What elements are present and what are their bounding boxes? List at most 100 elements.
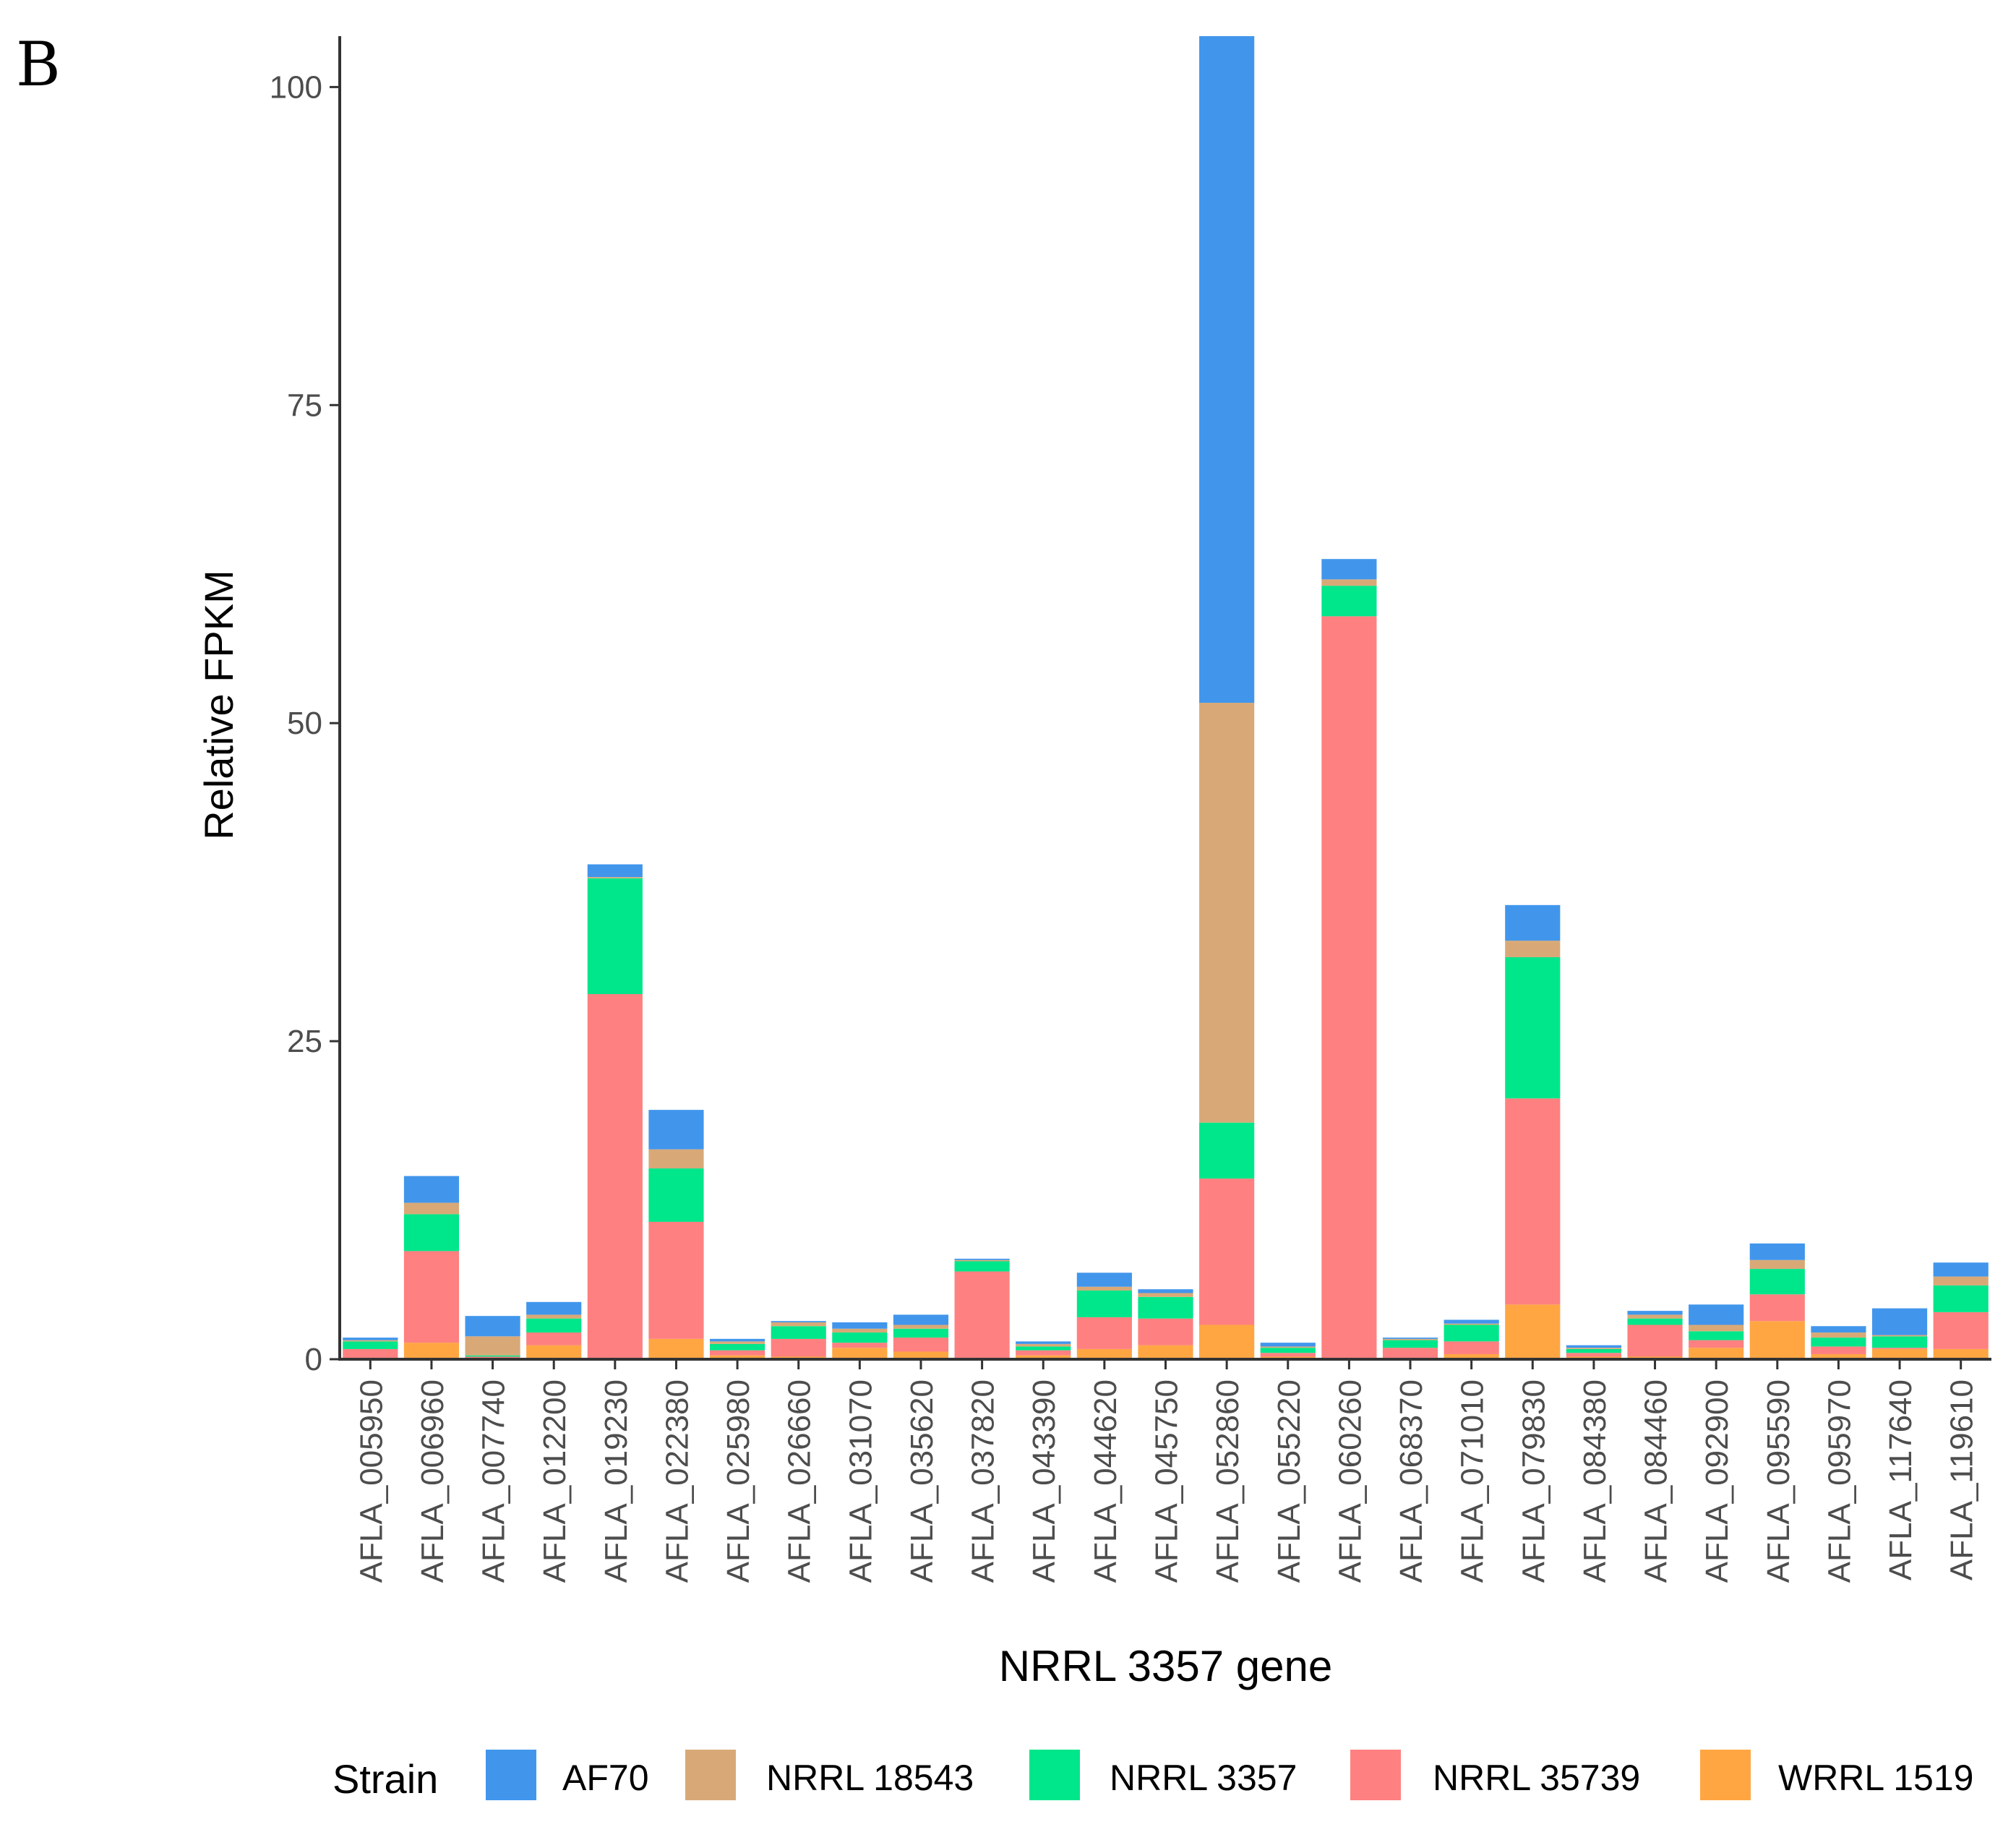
x-tick-label: AFLA_019230 — [599, 1379, 634, 1583]
bar-segment-afla-005950-nrrl-35739 — [343, 1348, 398, 1359]
x-axis-label: NRRL 3357 gene — [999, 1642, 1332, 1690]
bar-segment-afla-025980-nrrl-3357 — [710, 1343, 765, 1351]
bar-segment-afla-060260-nrrl-18543 — [1321, 579, 1377, 586]
bar-segment-afla-043390-af70 — [1016, 1341, 1071, 1344]
bar-segment-afla-026660-nrrl-35739 — [771, 1338, 826, 1357]
bar-segment-afla-007740-af70 — [465, 1316, 520, 1337]
bar-segment-afla-068370-af70 — [1382, 1338, 1438, 1339]
bar-segment-afla-025980-nrrl-18543 — [710, 1341, 765, 1344]
bar-segment-afla-019230-nrrl-35739 — [587, 993, 643, 1359]
bar-segment-afla-006960-nrrl-35739 — [403, 1251, 460, 1343]
bar-segment-afla-005950-nrrl-3357 — [343, 1341, 398, 1349]
bar-segment-afla-022380-wrrl-1519 — [648, 1338, 704, 1359]
bar-segment-afla-026660-nrrl-3357 — [771, 1326, 826, 1339]
bar-segment-afla-092900-nrrl-3357 — [1689, 1331, 1744, 1340]
bar-segment-afla-037820-af70 — [954, 1258, 1010, 1260]
x-tick-label: AFLA_045750 — [1149, 1379, 1185, 1583]
x-tick-label: AFLA_055220 — [1271, 1379, 1307, 1583]
bar-segment-afla-035620-wrrl-1519 — [893, 1351, 949, 1359]
bar-segment-afla-095970-nrrl-3357 — [1811, 1338, 1866, 1347]
bar-segment-afla-025980-nrrl-35739 — [710, 1350, 765, 1356]
bar-segment-afla-092900-wrrl-1519 — [1689, 1348, 1744, 1359]
bar-segment-afla-052860-nrrl-35739 — [1199, 1178, 1255, 1325]
legend-swatch-nrrl-3357 — [1029, 1750, 1080, 1800]
x-tick-label: AFLA_026660 — [782, 1379, 818, 1583]
x-tick-label: AFLA_084380 — [1577, 1379, 1613, 1583]
y-tick-label: 75 — [287, 388, 322, 423]
x-ticks: AFLA_005950 AFLA_006960 AFLA_007740 AFLA_01… — [353, 1359, 1980, 1583]
bar-segment-afla-052860-nrrl-18543 — [1199, 703, 1255, 1123]
x-tick-label: AFLA_052860 — [1210, 1379, 1245, 1583]
bar-segment-afla-031070-nrrl-35739 — [832, 1343, 888, 1348]
bar-segment-afla-095590-nrrl-3357 — [1749, 1269, 1805, 1295]
y-tick-label: 0 — [305, 1342, 322, 1377]
bar-segment-afla-055220-nrrl-3357 — [1260, 1348, 1316, 1353]
legend-swatch-wrrl-1519 — [1700, 1750, 1751, 1800]
legend-swatch-nrrl-18543 — [685, 1750, 736, 1800]
bar-segment-afla-119610-nrrl-3357 — [1933, 1285, 1989, 1312]
bar-segment-afla-052860-af70 — [1199, 36, 1255, 703]
bar-segment-afla-117640-nrrl-35739 — [1871, 1348, 1928, 1349]
legend: Strain AF70 NRRL 18543 NRRL 3357 NRRL 35739… — [333, 1750, 1973, 1802]
bar-segment-afla-044620-nrrl-35739 — [1076, 1317, 1132, 1349]
bar-segment-afla-117640-wrrl-1519 — [1871, 1348, 1928, 1359]
bar-segment-afla-045750-nrrl-35739 — [1138, 1318, 1193, 1345]
bar-segment-afla-035620-nrrl-3357 — [893, 1328, 949, 1338]
bar-segment-afla-045750-nrrl-18543 — [1138, 1293, 1193, 1297]
bar-segment-afla-095970-nrrl-18543 — [1811, 1332, 1866, 1338]
x-tick-label: AFLA_035620 — [904, 1379, 940, 1583]
bar-segment-afla-019230-nrrl-18543 — [587, 877, 643, 878]
bar-segment-afla-037820-nrrl-35739 — [954, 1271, 1010, 1359]
bar-segment-afla-031070-nrrl-18543 — [832, 1328, 888, 1333]
bar-segment-afla-031070-nrrl-3357 — [832, 1332, 888, 1343]
bar-segment-afla-045750-af70 — [1138, 1289, 1193, 1293]
bar-segment-afla-019230-nrrl-3357 — [587, 878, 643, 994]
legend-swatch-af70 — [486, 1750, 536, 1800]
bar-segment-afla-052860-nrrl-3357 — [1199, 1122, 1255, 1179]
bar-segment-afla-079830-nrrl-18543 — [1505, 941, 1561, 957]
bar-segment-afla-006960-wrrl-1519 — [403, 1343, 460, 1360]
bar-segment-afla-007740-nrrl-3357 — [465, 1355, 520, 1357]
y-tick-label: 25 — [287, 1024, 322, 1059]
bar-segment-afla-012200-nrrl-18543 — [526, 1314, 582, 1319]
bar-segment-afla-084380-nrrl-35739 — [1566, 1353, 1621, 1357]
bar-segment-afla-045750-wrrl-1519 — [1138, 1345, 1193, 1359]
bar-segment-afla-084380-nrrl-3357 — [1566, 1348, 1621, 1353]
bar-segment-afla-117640-af70 — [1871, 1308, 1928, 1335]
bar-segment-afla-035620-nrrl-18543 — [893, 1325, 949, 1329]
bar-segment-afla-119610-af70 — [1933, 1262, 1989, 1277]
bar-segment-afla-084460-nrrl-18543 — [1627, 1314, 1683, 1319]
bar-segment-afla-068370-nrrl-3357 — [1382, 1340, 1438, 1348]
x-tick-label: AFLA_068370 — [1394, 1379, 1429, 1583]
x-tick-label: AFLA_037820 — [966, 1379, 1001, 1583]
bar-segment-afla-095970-nrrl-35739 — [1811, 1346, 1866, 1354]
bar-segment-afla-084460-nrrl-35739 — [1627, 1325, 1683, 1357]
bar-segment-afla-095590-nrrl-35739 — [1749, 1294, 1805, 1322]
x-tick-label: AFLA_005950 — [353, 1379, 389, 1583]
bar-segment-afla-007740-nrrl-18543 — [465, 1336, 520, 1356]
bar-segment-afla-043390-nrrl-35739 — [1016, 1350, 1071, 1356]
bar-segment-afla-044620-af70 — [1076, 1272, 1132, 1287]
bar-segment-afla-055220-nrrl-35739 — [1260, 1353, 1316, 1357]
bar-segment-afla-084380-nrrl-18543 — [1566, 1348, 1621, 1349]
bar-segment-afla-044620-wrrl-1519 — [1076, 1348, 1132, 1359]
bar-segment-afla-079830-nrrl-3357 — [1505, 957, 1561, 1099]
bar-segment-afla-055220-af70 — [1260, 1343, 1316, 1347]
bar-segment-afla-043390-nrrl-3357 — [1016, 1346, 1071, 1351]
bar-segment-afla-022380-af70 — [648, 1110, 704, 1150]
legend-label-af70: AF70 — [562, 1758, 649, 1798]
legend-label-nrrl-35739: NRRL 35739 — [1433, 1758, 1640, 1798]
x-tick-label: AFLA_095970 — [1822, 1379, 1857, 1583]
bar-segment-afla-043390-nrrl-18543 — [1016, 1343, 1071, 1347]
x-tick-label: AFLA_043390 — [1026, 1379, 1062, 1583]
bar-segment-afla-068370-nrrl-35739 — [1382, 1348, 1438, 1359]
x-tick-label: AFLA_012200 — [537, 1379, 572, 1583]
bar-segment-afla-084380-af70 — [1566, 1345, 1621, 1348]
bar-segment-afla-071010-wrrl-1519 — [1444, 1353, 1499, 1359]
bar-segment-afla-071010-nrrl-18543 — [1444, 1323, 1499, 1325]
bar-segment-afla-079830-wrrl-1519 — [1505, 1304, 1561, 1359]
bar-segment-afla-060260-nrrl-3357 — [1321, 586, 1377, 617]
bar-segment-afla-095590-af70 — [1749, 1243, 1805, 1260]
bar-segment-afla-092900-af70 — [1689, 1304, 1744, 1325]
bar-segment-afla-019230-af70 — [587, 864, 643, 878]
